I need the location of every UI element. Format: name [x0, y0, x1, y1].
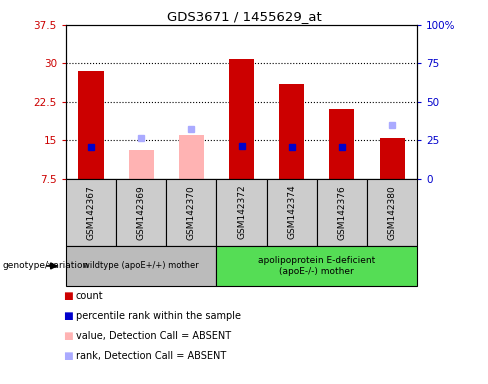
Text: ■: ■: [63, 291, 73, 301]
Text: GSM142367: GSM142367: [86, 185, 96, 240]
Text: GSM142376: GSM142376: [337, 185, 346, 240]
Text: ■: ■: [63, 311, 73, 321]
Bar: [179, 135, 204, 179]
Text: GSM142374: GSM142374: [287, 185, 296, 240]
Text: genotype/variation: genotype/variation: [2, 262, 89, 270]
Text: rank, Detection Call = ABSENT: rank, Detection Call = ABSENT: [76, 351, 226, 361]
Text: GSM142370: GSM142370: [187, 185, 196, 240]
Bar: [329, 109, 354, 179]
Bar: [129, 151, 154, 179]
Text: ■: ■: [63, 351, 73, 361]
Text: ■: ■: [63, 331, 73, 341]
Text: wildtype (apoE+/+) mother: wildtype (apoE+/+) mother: [83, 262, 199, 270]
Text: percentile rank within the sample: percentile rank within the sample: [76, 311, 241, 321]
Bar: [380, 137, 405, 179]
Text: GSM142380: GSM142380: [387, 185, 397, 240]
Bar: [279, 84, 305, 179]
Bar: [79, 71, 103, 179]
Text: GSM142372: GSM142372: [237, 185, 246, 240]
Text: GSM142369: GSM142369: [137, 185, 146, 240]
Bar: [229, 59, 254, 179]
Text: count: count: [76, 291, 103, 301]
Text: GDS3671 / 1455629_at: GDS3671 / 1455629_at: [166, 10, 322, 23]
Text: apolipoprotein E-deficient
(apoE-/-) mother: apolipoprotein E-deficient (apoE-/-) mot…: [258, 256, 375, 276]
Text: value, Detection Call = ABSENT: value, Detection Call = ABSENT: [76, 331, 231, 341]
